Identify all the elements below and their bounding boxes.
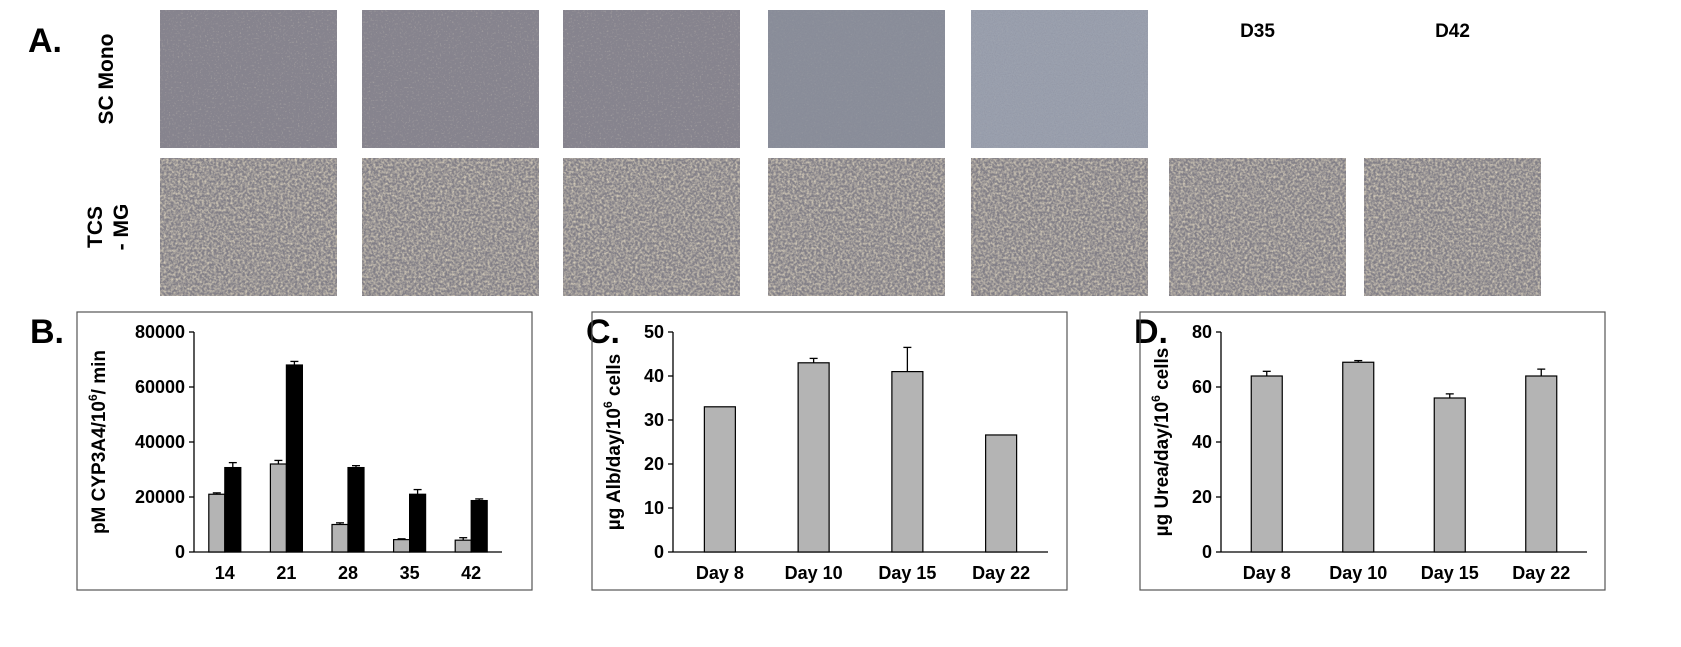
bar-series-1-21 bbox=[269, 463, 287, 553]
y-axis-label-part: / min bbox=[89, 350, 110, 394]
micrograph-sparse-d21 bbox=[768, 10, 945, 148]
chart-frame bbox=[591, 311, 1068, 591]
bar-series-2-21 bbox=[285, 364, 303, 553]
x-tick-label: 28 bbox=[338, 563, 358, 583]
panel-label-b: B. bbox=[30, 313, 64, 351]
y-axis-label-part: cells bbox=[604, 354, 625, 402]
panel-label-a: A. bbox=[28, 22, 62, 60]
y-axis-label-part: pM CYP3A4/10 bbox=[89, 401, 110, 534]
x-tick-label: 35 bbox=[400, 563, 420, 583]
y-axis-label: µg Alb/day/106 cells bbox=[601, 354, 625, 530]
y-tick-label: 50 bbox=[644, 322, 664, 342]
y-tick-label: 60 bbox=[1192, 377, 1212, 397]
row-label-1: SC Mono bbox=[95, 34, 118, 125]
bar-series-2-35 bbox=[409, 493, 427, 553]
x-tick-label: Day 22 bbox=[972, 563, 1030, 583]
x-tick-label: 14 bbox=[215, 563, 235, 583]
y-tick-label: 0 bbox=[1202, 542, 1212, 562]
panel-label-c: C. bbox=[586, 313, 620, 351]
bar-series-1-42 bbox=[454, 539, 472, 553]
bar-series-1-35 bbox=[393, 539, 411, 553]
bar-series-1-28 bbox=[331, 523, 349, 553]
bar-urea-day-22 bbox=[1525, 375, 1558, 553]
x-tick-label: Day 8 bbox=[1243, 563, 1291, 583]
x-tick-label: Day 15 bbox=[878, 563, 936, 583]
chart-cyp3a4: 0 20000 40000 60000 80000 pM CYP3A4/106/ min 1… bbox=[76, 311, 533, 591]
x-tick-label: Day 22 bbox=[1512, 563, 1570, 583]
y-tick-label: 40000 bbox=[135, 432, 185, 452]
bar-albumin-day-10 bbox=[797, 362, 830, 553]
x-tick-label: 42 bbox=[461, 563, 481, 583]
y-axis-label-superscript: 6 bbox=[1149, 395, 1163, 402]
y-tick-label: 80 bbox=[1192, 322, 1212, 342]
day-label-d42: D42 bbox=[1435, 21, 1470, 42]
row-label-line: SC Mono bbox=[95, 34, 118, 125]
chart-albumin: 0 10 20 30 40 50 µg Alb/day/106 cells Day 8 Day … bbox=[591, 311, 1068, 591]
micrograph-dense-d1 bbox=[160, 158, 337, 296]
y-axis-label-superscript: 6 bbox=[601, 401, 615, 408]
micrograph-sparse-d28 bbox=[971, 10, 1148, 148]
panel-label-d: D. bbox=[1134, 313, 1168, 351]
y-tick-label: 30 bbox=[644, 410, 664, 430]
y-tick-label: 40 bbox=[644, 366, 664, 386]
bar-urea-day-10 bbox=[1342, 361, 1375, 553]
x-tick-label: 21 bbox=[276, 563, 296, 583]
x-tick-label: Day 15 bbox=[1421, 563, 1479, 583]
y-axis-label: µg Urea/day/106 cells bbox=[1149, 348, 1173, 537]
y-tick-label: 10 bbox=[644, 498, 664, 518]
bar-albumin-day-22 bbox=[985, 434, 1018, 553]
bar-urea-day-8 bbox=[1250, 375, 1283, 553]
x-tick-label: Day 8 bbox=[696, 563, 744, 583]
micrograph-dense-d35 bbox=[1169, 158, 1346, 296]
micrograph-dense-d28 bbox=[971, 158, 1148, 296]
y-tick-label: 20 bbox=[644, 454, 664, 474]
chart-frame bbox=[76, 311, 533, 591]
y-axis-label-part: µg Urea/day/10 bbox=[1152, 402, 1173, 537]
bar-series-2-28 bbox=[347, 466, 365, 553]
bar-albumin-day-8 bbox=[703, 406, 736, 553]
row-label-2: TCS - MG bbox=[84, 204, 133, 251]
y-tick-label: 0 bbox=[654, 542, 664, 562]
day-label-d35: D35 bbox=[1240, 21, 1275, 42]
x-tick-label: Day 10 bbox=[1329, 563, 1387, 583]
micrograph-dense-d7 bbox=[362, 158, 539, 296]
y-axis-label-superscript: 6 bbox=[86, 394, 100, 401]
y-tick-label: 0 bbox=[175, 542, 185, 562]
y-tick-label: 20000 bbox=[135, 487, 185, 507]
y-axis-label-part: cells bbox=[1152, 348, 1173, 396]
micrograph-sparse-d14 bbox=[563, 10, 740, 148]
y-tick-label: 40 bbox=[1192, 432, 1212, 452]
y-tick-label: 80000 bbox=[135, 322, 185, 342]
x-tick-label: Day 10 bbox=[785, 563, 843, 583]
row-label-line: TCS bbox=[84, 206, 107, 248]
y-axis-label: pM CYP3A4/106/ min bbox=[86, 350, 110, 534]
chart-urea: 0 20 40 60 80 µg Urea/day/106 cells Day 8 Day 1… bbox=[1139, 311, 1606, 591]
bar-series-1-14 bbox=[208, 493, 226, 553]
chart-frame bbox=[1139, 311, 1606, 591]
micrograph-dense-d14 bbox=[563, 158, 740, 296]
bar-series-2-14 bbox=[224, 466, 242, 553]
y-axis-label-part: µg Alb/day/10 bbox=[604, 408, 625, 530]
y-tick-label: 20 bbox=[1192, 487, 1212, 507]
micrograph-sparse-d1 bbox=[160, 10, 337, 148]
y-tick-label: 60000 bbox=[135, 377, 185, 397]
micrograph-dense-d21 bbox=[768, 158, 945, 296]
bar-series-2-42 bbox=[470, 499, 488, 553]
bar-albumin-day-15 bbox=[891, 371, 924, 553]
micrograph-sparse-d7 bbox=[362, 10, 539, 148]
row-label-line: - MG bbox=[110, 204, 133, 251]
micrograph-dense-d42 bbox=[1364, 158, 1541, 296]
bar-urea-day-15 bbox=[1433, 397, 1466, 553]
